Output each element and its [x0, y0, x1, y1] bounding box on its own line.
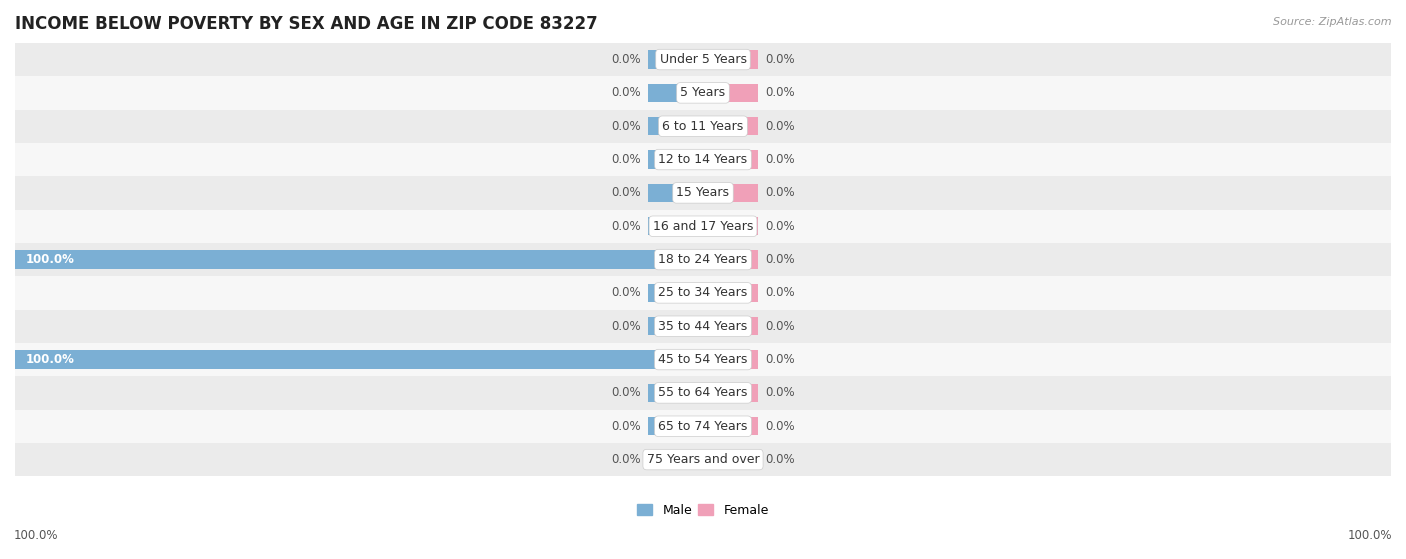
Text: 35 to 44 Years: 35 to 44 Years [658, 320, 748, 333]
Text: 0.0%: 0.0% [765, 353, 794, 366]
Text: Source: ZipAtlas.com: Source: ZipAtlas.com [1274, 17, 1392, 27]
Text: 0.0%: 0.0% [612, 220, 641, 233]
Text: 0.0%: 0.0% [612, 453, 641, 466]
Bar [648, 50, 703, 69]
Text: 100.0%: 100.0% [1347, 529, 1392, 542]
Text: 0.0%: 0.0% [765, 286, 794, 300]
Bar [648, 284, 703, 302]
Bar [15, 43, 1391, 76]
Bar [648, 383, 703, 402]
Text: 0.0%: 0.0% [765, 253, 794, 266]
Bar [703, 217, 758, 235]
Text: 75 Years and over: 75 Years and over [647, 453, 759, 466]
Bar [15, 250, 703, 269]
Bar [15, 110, 1391, 143]
Text: 0.0%: 0.0% [765, 153, 794, 166]
Text: 0.0%: 0.0% [612, 286, 641, 300]
Text: 0.0%: 0.0% [765, 186, 794, 200]
Text: 25 to 34 Years: 25 to 34 Years [658, 286, 748, 300]
Text: 16 and 17 Years: 16 and 17 Years [652, 220, 754, 233]
Bar [15, 343, 1391, 376]
Text: INCOME BELOW POVERTY BY SEX AND AGE IN ZIP CODE 83227: INCOME BELOW POVERTY BY SEX AND AGE IN Z… [15, 15, 598, 33]
Text: 0.0%: 0.0% [765, 320, 794, 333]
Text: Under 5 Years: Under 5 Years [659, 53, 747, 66]
Bar [703, 284, 758, 302]
Text: 0.0%: 0.0% [765, 386, 794, 399]
Text: 0.0%: 0.0% [765, 420, 794, 433]
Bar [703, 184, 758, 202]
Bar [648, 317, 703, 335]
Bar [648, 417, 703, 435]
Bar [703, 417, 758, 435]
Text: 0.0%: 0.0% [612, 186, 641, 200]
Text: 45 to 54 Years: 45 to 54 Years [658, 353, 748, 366]
Text: 15 Years: 15 Years [676, 186, 730, 200]
Bar [703, 250, 758, 269]
Text: 55 to 64 Years: 55 to 64 Years [658, 386, 748, 399]
Text: 0.0%: 0.0% [765, 453, 794, 466]
Text: 0.0%: 0.0% [612, 420, 641, 433]
Bar [703, 383, 758, 402]
Text: 0.0%: 0.0% [612, 320, 641, 333]
Bar [648, 184, 703, 202]
Bar [703, 150, 758, 169]
Bar [15, 310, 1391, 343]
Bar [15, 376, 1391, 410]
Bar [648, 217, 703, 235]
Text: 65 to 74 Years: 65 to 74 Years [658, 420, 748, 433]
Bar [703, 84, 758, 102]
Text: 0.0%: 0.0% [612, 153, 641, 166]
Bar [703, 117, 758, 135]
Text: 100.0%: 100.0% [25, 253, 75, 266]
Bar [15, 76, 1391, 110]
Legend: Male, Female: Male, Female [633, 499, 773, 522]
Bar [15, 176, 1391, 210]
Text: 18 to 24 Years: 18 to 24 Years [658, 253, 748, 266]
Bar [648, 84, 703, 102]
Bar [15, 410, 1391, 443]
Bar [15, 243, 1391, 276]
Bar [648, 451, 703, 469]
Text: 0.0%: 0.0% [765, 87, 794, 100]
Text: 0.0%: 0.0% [612, 87, 641, 100]
Bar [703, 317, 758, 335]
Bar [703, 350, 758, 369]
Bar [15, 143, 1391, 176]
Text: 100.0%: 100.0% [25, 353, 75, 366]
Bar [15, 210, 1391, 243]
Bar [15, 276, 1391, 310]
Text: 5 Years: 5 Years [681, 87, 725, 100]
Bar [703, 451, 758, 469]
Bar [703, 50, 758, 69]
Text: 0.0%: 0.0% [612, 53, 641, 66]
Text: 6 to 11 Years: 6 to 11 Years [662, 120, 744, 132]
Text: 100.0%: 100.0% [14, 529, 59, 542]
Bar [15, 443, 1391, 476]
Text: 0.0%: 0.0% [765, 220, 794, 233]
Text: 0.0%: 0.0% [612, 386, 641, 399]
Bar [15, 350, 703, 369]
Bar [648, 117, 703, 135]
Text: 0.0%: 0.0% [765, 120, 794, 132]
Bar [648, 150, 703, 169]
Text: 0.0%: 0.0% [765, 53, 794, 66]
Text: 0.0%: 0.0% [612, 120, 641, 132]
Text: 12 to 14 Years: 12 to 14 Years [658, 153, 748, 166]
